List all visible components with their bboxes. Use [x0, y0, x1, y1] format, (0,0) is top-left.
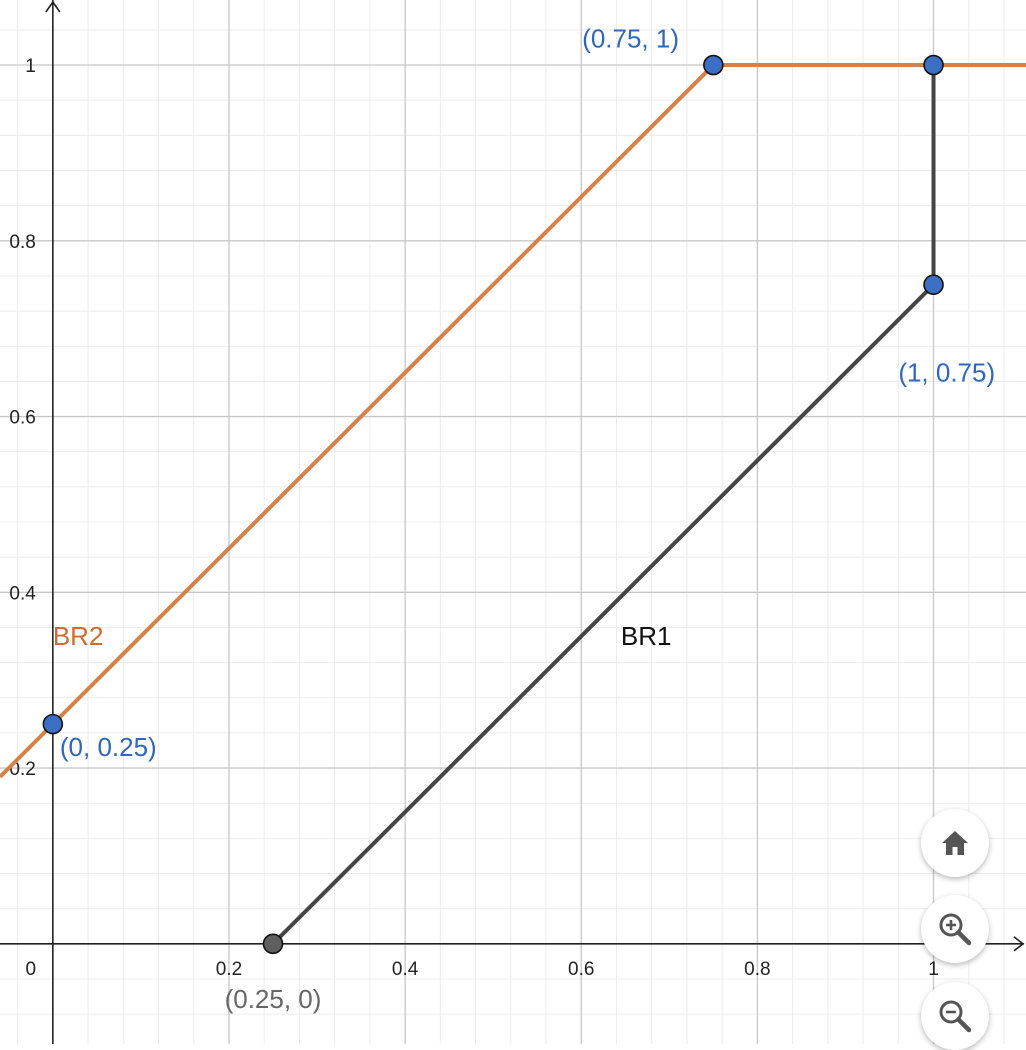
x-tick-label: 0.6: [568, 959, 594, 980]
y-axis-arrow: [45, 0, 61, 13]
series-lines: [0, 63, 1026, 946]
point-marker: [923, 54, 944, 76]
series-line-br1: [271, 65, 936, 946]
y-tick-label: 0.2: [9, 759, 35, 780]
y-tick-label: 0.4: [9, 583, 36, 604]
home-button[interactable]: [921, 809, 989, 877]
point-marker: [703, 54, 724, 76]
x-tick-label: 0: [26, 959, 37, 980]
tick-labels: 0 0.2 0.4 0.6 0.8 1 0.2 0.4 0.6 0.8 1: [9, 56, 938, 980]
series-labels: BR2 BR1: [53, 621, 672, 651]
zoom-in-button[interactable]: [921, 895, 989, 963]
y-tick-label: 0.8: [9, 232, 35, 253]
x-tick-label: 0.4: [392, 959, 419, 980]
series-label-br1: BR1: [621, 621, 672, 651]
x-tick-label: 0.2: [216, 959, 242, 980]
x-tick-label: 0.8: [744, 959, 770, 980]
point-label: (0.25, 0): [225, 984, 322, 1014]
x-axis-arrow: [1013, 936, 1025, 952]
zoom-in-icon: [939, 913, 972, 946]
point-marker: [42, 713, 64, 735]
zoom-out-button[interactable]: [921, 982, 989, 1050]
point-label: (1, 0.75): [898, 357, 995, 387]
point-label: (0.75, 1): [582, 23, 679, 53]
y-tick-label: 1: [25, 56, 36, 77]
zoom-out-icon: [939, 1000, 972, 1033]
labeled-points: (0.75, 1) (1, 0.75) (0, 0.25) (0.25, 0): [42, 23, 995, 1014]
point-marker: [923, 274, 944, 296]
point-marker: [262, 933, 284, 955]
point-label: (0, 0.25): [60, 732, 157, 762]
y-tick-label: 0.6: [9, 408, 35, 429]
home-icon: [942, 831, 968, 855]
series-label-br2: BR2: [53, 621, 104, 651]
series-line-br2: [0, 63, 1026, 779]
x-tick-label: 1: [928, 959, 939, 980]
